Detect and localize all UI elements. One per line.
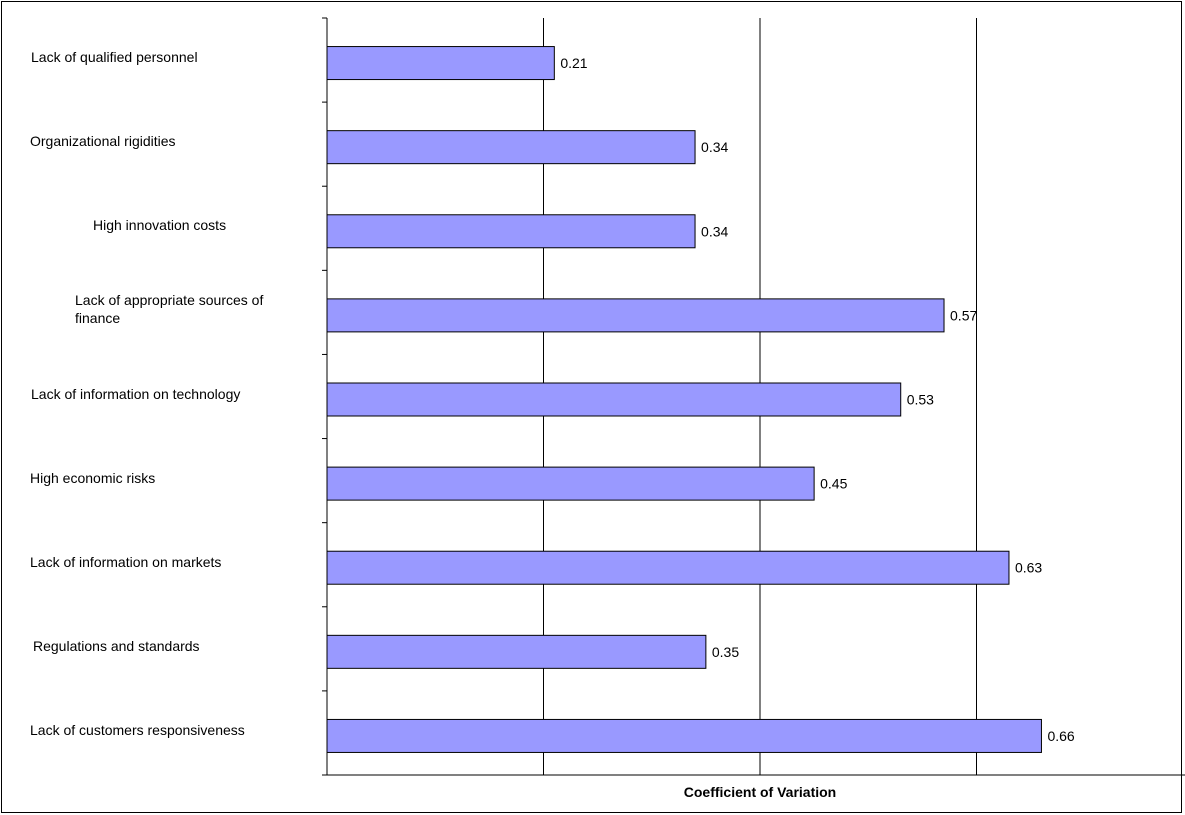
data-label-5: 0.45 (820, 476, 847, 492)
category-label-7: Regulations and standards (33, 637, 200, 654)
category-label-1: Organizational rigidities (30, 133, 176, 150)
category-label-5: High economic risks (30, 469, 156, 486)
data-label-0: 0.21 (560, 55, 587, 71)
bar-6 (326, 550, 1010, 585)
bar-8 (326, 718, 1042, 753)
bar-2 (326, 214, 696, 249)
bar-4 (326, 382, 902, 417)
data-label-7: 0.35 (712, 644, 739, 660)
bar-7 (326, 634, 707, 669)
category-label-2: High innovation costs (93, 217, 227, 234)
data-label-8: 0.66 (1047, 728, 1074, 744)
category-label-0: Lack of qualified personnel (31, 49, 198, 66)
data-label-3: 0.57 (950, 307, 977, 323)
x-axis-label: Coefficient of Variation (683, 784, 837, 800)
data-label-4: 0.53 (907, 392, 934, 408)
bar-5 (326, 466, 815, 501)
data-label-1: 0.34 (701, 139, 728, 155)
category-label-4: Lack of information on technology (31, 385, 241, 402)
category-label-3: Lack of appropriate sources of finance (75, 292, 264, 327)
bar-3 (326, 298, 945, 333)
category-label-8: Lack of customers responsiveness (30, 721, 245, 738)
data-label-2: 0.34 (701, 223, 728, 239)
bar-1 (326, 130, 696, 165)
data-label-6: 0.63 (1015, 560, 1042, 576)
category-label-6: Lack of information on markets (30, 553, 222, 570)
bar-0 (326, 46, 555, 81)
